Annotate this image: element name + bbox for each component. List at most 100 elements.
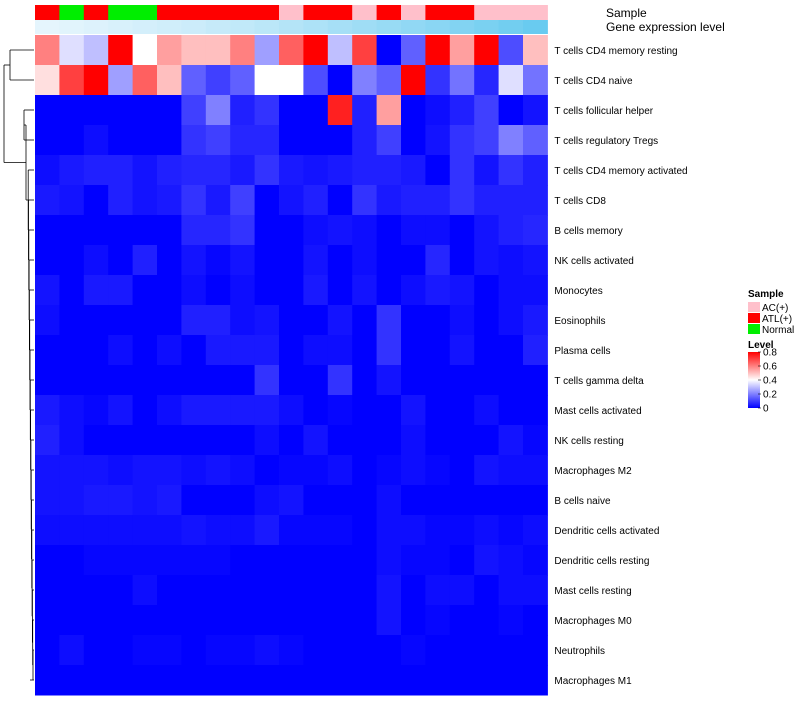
heatmap-cell xyxy=(376,335,402,366)
heatmap-cell xyxy=(401,515,426,546)
heatmap-cell xyxy=(157,365,182,396)
heatmap-cell xyxy=(327,95,353,126)
heatmap-cell xyxy=(279,335,304,366)
heatmap-cell xyxy=(425,665,451,696)
expression-annotation-cell xyxy=(425,20,451,34)
heatmap-cell xyxy=(376,215,402,246)
heatmap-cell xyxy=(254,35,280,66)
heatmap-cell xyxy=(303,455,329,486)
heatmap-cell xyxy=(35,395,60,426)
heatmap-cell xyxy=(376,65,402,96)
heatmap-cell xyxy=(303,665,329,696)
heatmap-cell xyxy=(303,635,329,666)
heatmap-cell xyxy=(327,515,353,546)
sample-annotation-cell xyxy=(205,5,231,20)
heatmap-cell xyxy=(449,395,475,426)
heatmap-cell xyxy=(157,275,182,306)
heatmap-cell xyxy=(376,425,402,456)
expression-annotation-cell xyxy=(376,20,402,34)
heatmap-cell xyxy=(205,395,231,426)
heatmap-cell xyxy=(303,605,329,636)
heatmap-cell xyxy=(474,65,500,96)
heatmap-cell xyxy=(498,335,524,366)
heatmap-cell xyxy=(83,575,109,606)
level-tick-label: 0.8 xyxy=(763,348,777,359)
heatmap-cell xyxy=(83,605,109,636)
heatmap-cell xyxy=(35,485,60,516)
heatmap-cell xyxy=(425,155,451,186)
heatmap-cell xyxy=(425,35,451,66)
heatmap-cell xyxy=(59,125,85,156)
heatmap-cell xyxy=(35,635,60,666)
heatmap-cell xyxy=(254,455,280,486)
legend-swatch xyxy=(748,313,760,323)
heatmap-cell xyxy=(83,365,109,396)
heatmap-cell xyxy=(303,125,329,156)
heatmap-cell xyxy=(205,575,231,606)
heatmap-cell xyxy=(425,305,451,336)
heatmap-cell xyxy=(327,275,353,306)
heatmap-cell xyxy=(279,305,304,336)
heatmap-cell xyxy=(181,305,207,336)
heatmap-cell xyxy=(108,605,134,636)
heatmap-cell xyxy=(205,665,231,696)
heatmap-cell xyxy=(425,395,451,426)
heatmap-cell xyxy=(230,575,256,606)
heatmap-cell xyxy=(376,125,402,156)
legend-sample-title: Sample xyxy=(748,289,784,300)
heatmap-cell xyxy=(59,35,85,66)
heatmap-cell xyxy=(132,605,158,636)
heatmap-cell xyxy=(279,95,304,126)
heatmap-cell xyxy=(205,305,231,336)
heatmap-cell xyxy=(523,455,548,486)
heatmap-cell xyxy=(59,665,85,696)
heatmap-cell xyxy=(132,95,158,126)
heatmap-cell xyxy=(474,155,500,186)
heatmap-cell xyxy=(157,665,182,696)
heatmap-cell xyxy=(523,125,548,156)
heatmap-cell xyxy=(523,335,548,366)
expression-annotation-cell xyxy=(108,20,134,34)
heatmap-cell xyxy=(303,365,329,396)
heatmap-cell xyxy=(83,155,109,186)
heatmap-cell xyxy=(303,515,329,546)
heatmap-cell xyxy=(230,275,256,306)
heatmap-cell xyxy=(181,215,207,246)
heatmap-cell xyxy=(157,185,182,216)
heatmap-cell xyxy=(449,455,475,486)
heatmap-cell xyxy=(376,395,402,426)
legend-swatch xyxy=(748,324,760,334)
heatmap-cell xyxy=(254,275,280,306)
heatmap-cell xyxy=(230,395,256,426)
heatmap-cell xyxy=(352,305,378,336)
row-label: Plasma cells xyxy=(554,346,610,357)
heatmap-cell xyxy=(83,485,109,516)
heatmap-cell xyxy=(303,575,329,606)
heatmap-cell xyxy=(474,635,500,666)
heatmap-cell xyxy=(425,335,451,366)
sample-annotation-cell xyxy=(376,5,402,20)
heatmap-cell xyxy=(523,485,548,516)
heatmap-cell xyxy=(181,275,207,306)
heatmap-cell xyxy=(376,155,402,186)
heatmap-cell xyxy=(59,365,85,396)
heatmap-cell xyxy=(108,335,134,366)
heatmap-cell xyxy=(157,485,182,516)
heatmap-cell xyxy=(205,65,231,96)
heatmap-cell xyxy=(523,185,548,216)
sample-annotation-cell xyxy=(352,5,378,20)
heatmap-cell xyxy=(181,605,207,636)
heatmap-cell xyxy=(83,125,109,156)
heatmap-cell xyxy=(254,155,280,186)
heatmap-cell xyxy=(279,665,304,696)
heatmap-cell xyxy=(205,185,231,216)
heatmap-cell xyxy=(132,335,158,366)
heatmap-cell xyxy=(132,455,158,486)
heatmap-cell xyxy=(498,395,524,426)
heatmap-cell xyxy=(35,665,60,696)
heatmap-cell xyxy=(157,35,182,66)
heatmap-cell xyxy=(254,215,280,246)
heatmap-cell xyxy=(132,305,158,336)
heatmap-cell xyxy=(376,185,402,216)
heatmap-cell xyxy=(254,305,280,336)
